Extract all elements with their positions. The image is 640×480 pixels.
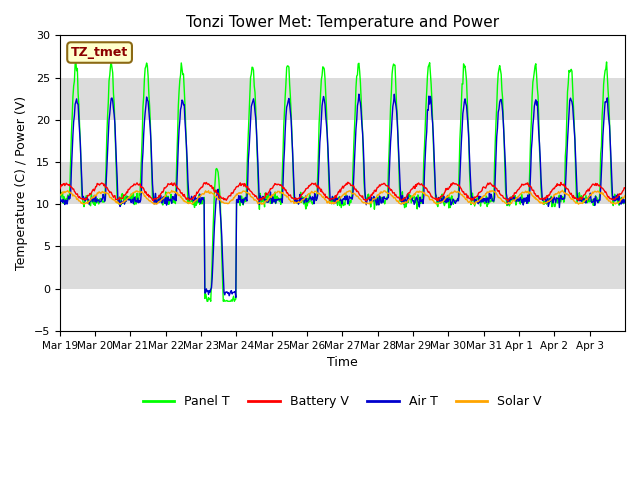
Bar	[60, 36, 625, 78]
Legend: Panel T, Battery V, Air T, Solar V: Panel T, Battery V, Air T, Solar V	[138, 390, 547, 413]
Text: TZ_tmet: TZ_tmet	[71, 46, 128, 59]
Title: Tonzi Tower Met: Temperature and Power: Tonzi Tower Met: Temperature and Power	[186, 15, 499, 30]
X-axis label: Time: Time	[327, 356, 358, 369]
Bar	[60, 288, 625, 331]
Y-axis label: Temperature (C) / Power (V): Temperature (C) / Power (V)	[15, 96, 28, 270]
Bar	[60, 120, 625, 162]
Bar	[60, 204, 625, 246]
